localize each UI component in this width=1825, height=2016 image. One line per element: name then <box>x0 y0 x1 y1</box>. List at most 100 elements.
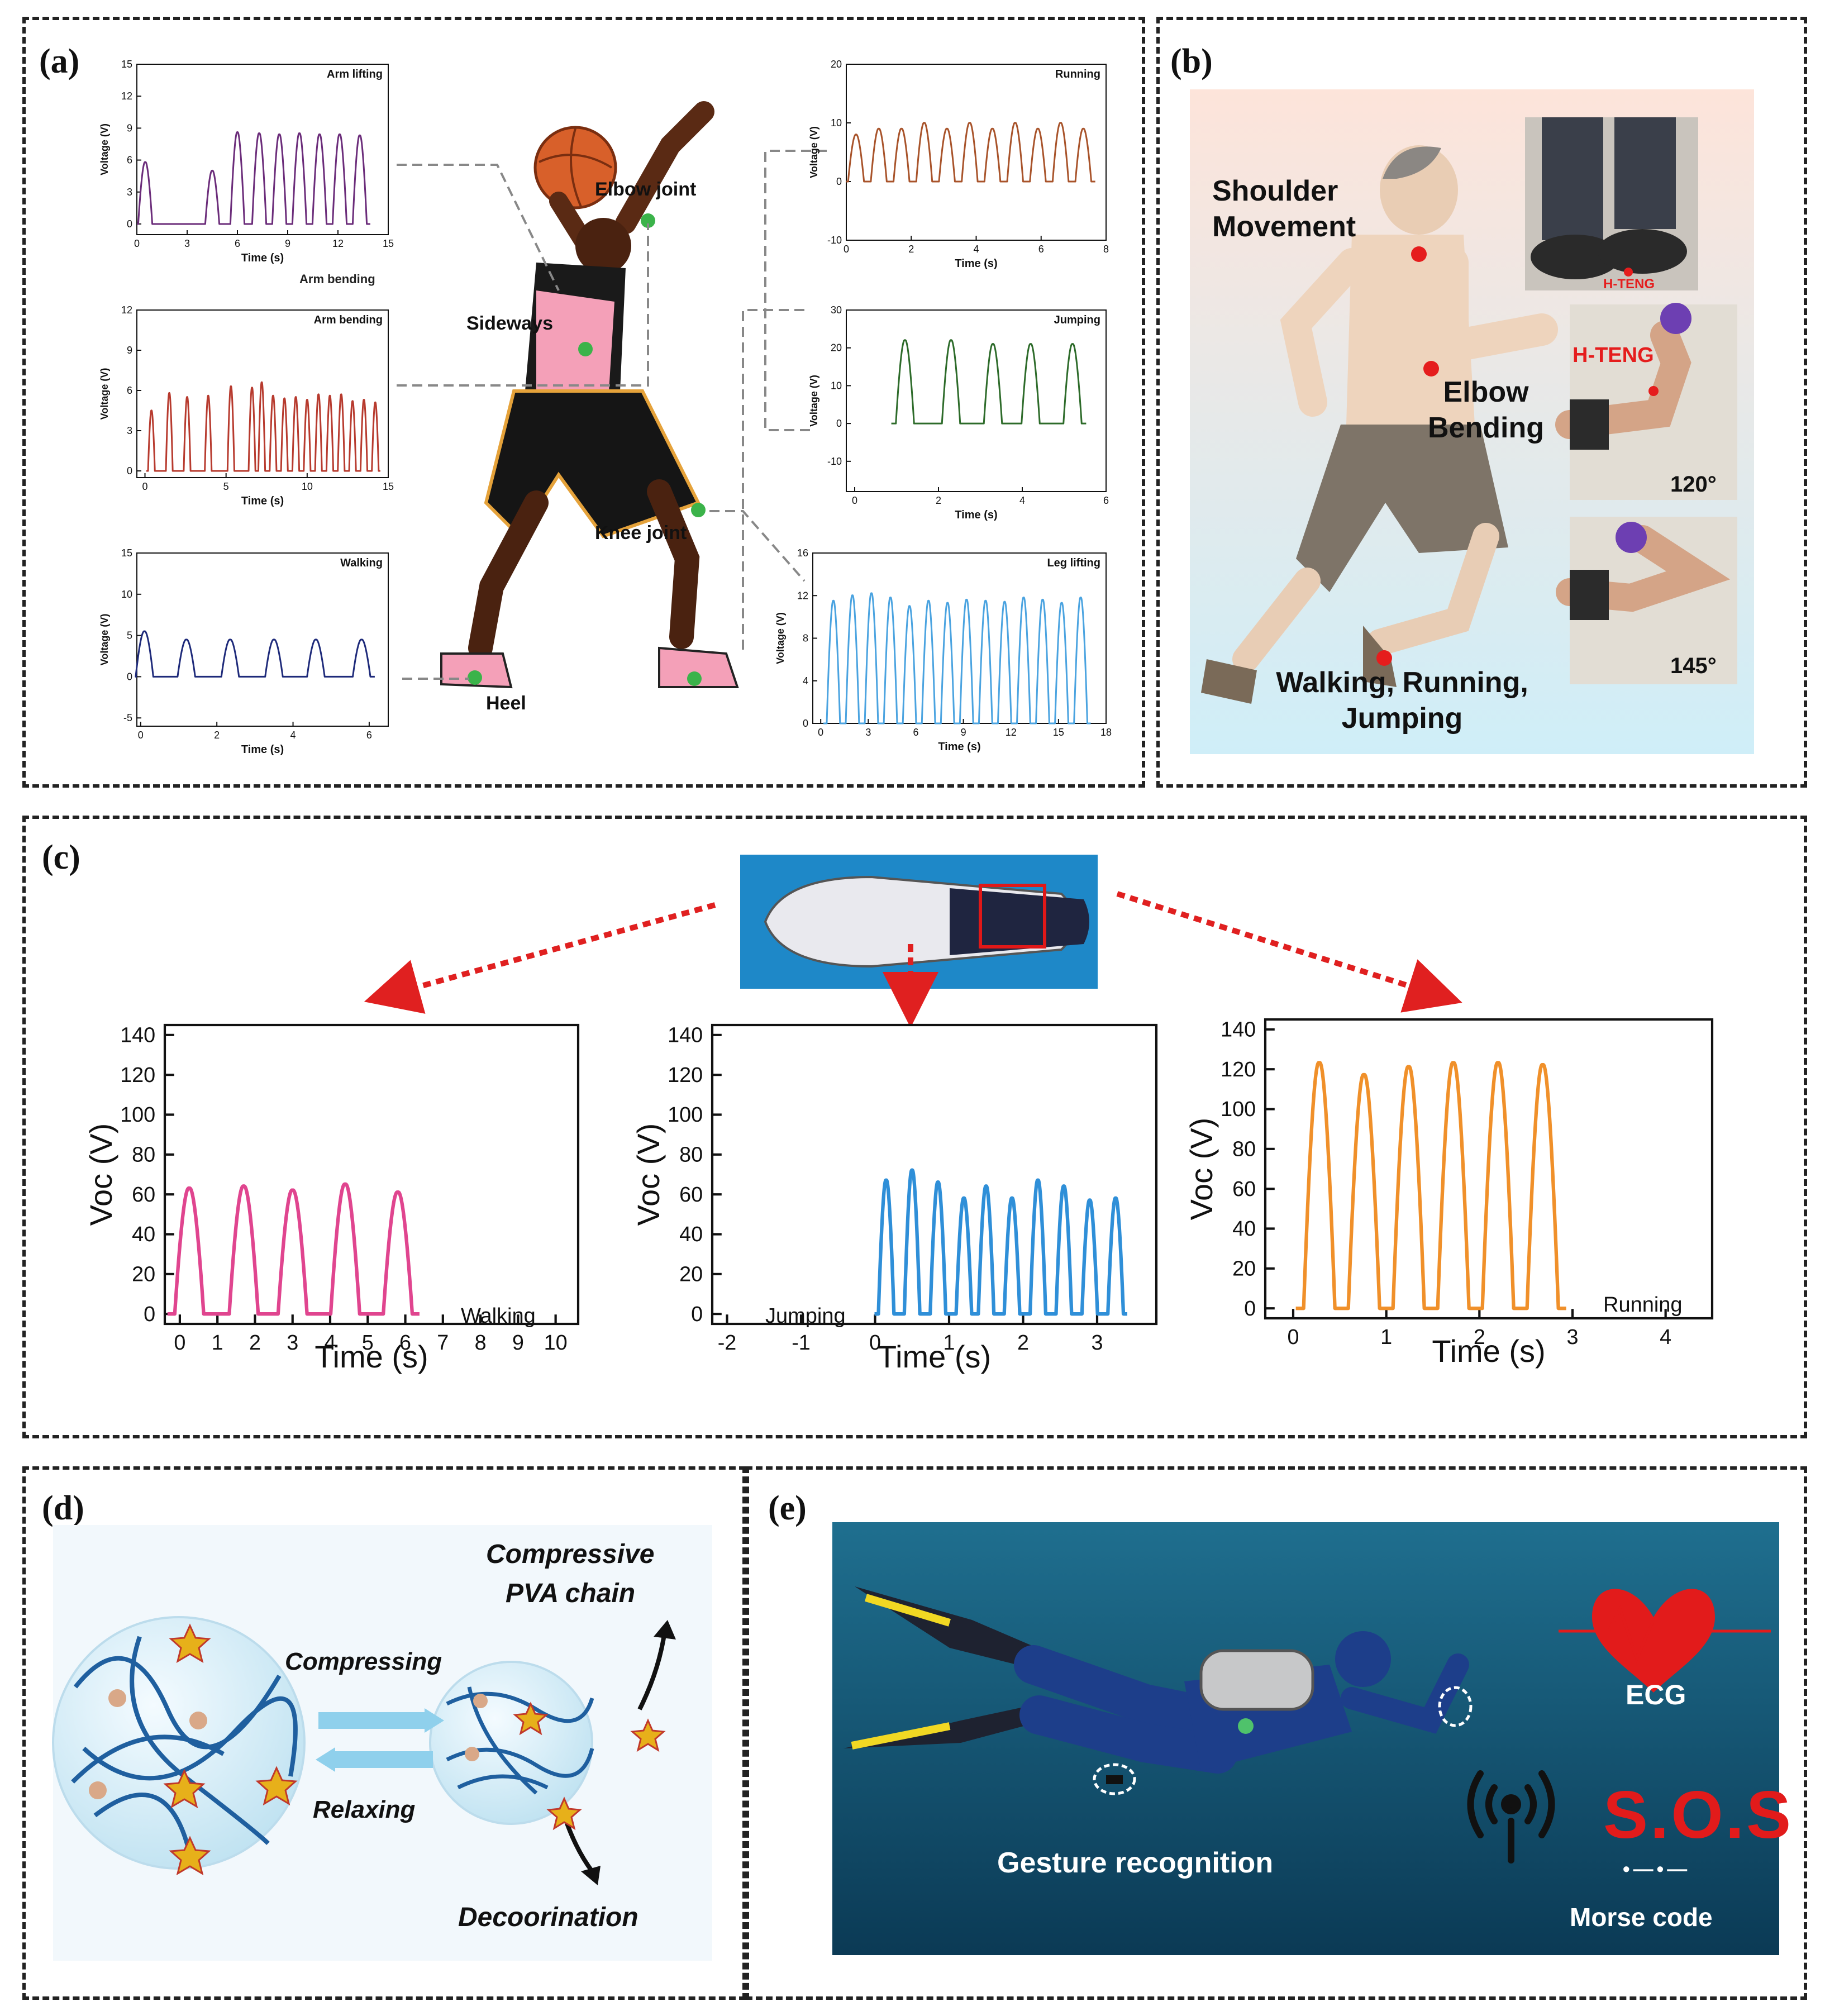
chart-6-xtick-label: 9 <box>512 1331 524 1355</box>
chart-5-ytick-label: 4 <box>803 675 808 687</box>
chart-0-ytick-label: 0 <box>127 218 132 230</box>
chart-2-xtick-label: 2 <box>214 730 220 741</box>
chart-4-ytick-label: 30 <box>831 304 842 316</box>
walking-running-jumping-label: Walking, Running, Jumping <box>1276 666 1528 735</box>
chart-7-xtick-label: 0 <box>869 1331 881 1355</box>
chart-2-xlabel: Time (s) <box>241 744 284 756</box>
chart-3-title: Running <box>1055 68 1100 80</box>
chart-6-xtick-label: 10 <box>544 1331 568 1355</box>
chart-7-xtick-label: 2 <box>1017 1331 1029 1355</box>
chart-0-xtick-label: 3 <box>184 238 190 249</box>
morse-code-label: Morse code <box>1570 1903 1713 1932</box>
chart-1-ytick-label: 0 <box>127 465 132 476</box>
chart-2-ytick-label: 0 <box>127 671 132 682</box>
chart-3-ylabel: Voltage (V) <box>808 126 819 178</box>
chart-6-xtick-label: 7 <box>437 1331 449 1355</box>
chart-0-series-line <box>137 131 370 225</box>
chart-4-xtick-label: 6 <box>1103 495 1109 506</box>
compressing-label: Compressing <box>285 1648 442 1675</box>
chart-4-ytick-label: 0 <box>836 418 842 429</box>
chart-4-xtick-label: 4 <box>1019 495 1025 506</box>
chart-7-ytick-label: 40 <box>679 1223 703 1246</box>
hydrogel-network-diagram <box>52 1525 712 1961</box>
chart-1-ytick-label: 12 <box>121 304 132 316</box>
chart-0-xtick-label: 15 <box>383 238 394 249</box>
chart-2-frame <box>136 552 389 727</box>
panel-b-frame <box>1156 17 1807 788</box>
chart-5-series-line <box>823 592 1091 725</box>
chart-7-xtick-label: -2 <box>718 1331 737 1355</box>
angle-120-label: 120° <box>1670 472 1717 497</box>
chart-4-title: Jumping <box>1054 314 1100 326</box>
elbow-joint-label: Elbow joint <box>595 179 697 200</box>
chart-4-xlabel: Time (s) <box>955 509 997 521</box>
chart-5-xtick-label: 3 <box>865 727 871 738</box>
chart-4-ytick-label: -10 <box>827 456 842 467</box>
chart-7-xtick-label: -1 <box>792 1331 811 1355</box>
chart-6-xtick-label: 1 <box>212 1331 223 1355</box>
chart-8-xtick-label: 0 <box>1287 1326 1299 1349</box>
basketball-player-illustration <box>440 101 739 689</box>
sos-label: S.O.S <box>1603 1777 1794 1852</box>
chart-6-xtick-label: 4 <box>324 1331 336 1355</box>
chart-7-ytick-label: 100 <box>668 1103 703 1127</box>
chart-1-xtick-label: 5 <box>223 481 229 492</box>
panel-b-label: (b) <box>1170 42 1213 80</box>
chart-3-xtick-label: 2 <box>908 244 914 255</box>
chart-6-ytick-label: 120 <box>120 1064 155 1087</box>
chart-5-xlabel: Time (s) <box>938 741 980 753</box>
compressive-label: Compressive <box>486 1540 655 1569</box>
chart-5-title: Leg lifting <box>1047 557 1100 569</box>
chart-6-xtick-label: 8 <box>475 1331 487 1355</box>
chart-0-ytick-label: 15 <box>121 59 132 70</box>
chart-0-xtick-label: 6 <box>235 238 240 249</box>
chart-3-xtick-label: 0 <box>844 244 849 255</box>
chart-4-xtick-label: 0 <box>852 495 857 506</box>
chart-7-ytick-label: 0 <box>691 1303 703 1326</box>
panel-e-label: (e) <box>768 1489 807 1527</box>
chart-7-ytick-label: 80 <box>679 1143 703 1166</box>
chart-7-series-line <box>874 1168 1127 1316</box>
chart-5-frame <box>812 552 1107 724</box>
chart-8-xtick-label: 4 <box>1660 1326 1671 1349</box>
jumping-label: Jumping <box>765 1304 846 1328</box>
chart-6-ytick-label: 60 <box>132 1183 155 1207</box>
chart-3-ytick-label: -10 <box>827 235 842 246</box>
chart-0-ytick-label: 12 <box>121 90 132 102</box>
chart-1-ytick-label: 6 <box>127 385 132 396</box>
runner-illustration <box>1201 145 1558 704</box>
panel-c-arrows <box>364 891 1462 1028</box>
chart-8-ytick-label: 100 <box>1221 1098 1256 1121</box>
chart-8-series-line <box>1295 1061 1566 1310</box>
panel-c-label: (c) <box>42 838 80 876</box>
panel-c-frame <box>22 816 1807 1438</box>
chart-8-xtick-label: 3 <box>1566 1326 1578 1349</box>
chart-0-title: Arm lifting <box>327 68 383 80</box>
chart-1-xlabel: Time (s) <box>241 495 284 507</box>
chart-0-ytick-label: 6 <box>127 155 132 166</box>
angle-145-label: 145° <box>1670 654 1717 678</box>
chart-7-ytick-label: 140 <box>668 1023 703 1047</box>
chart-6-xtick-label: 5 <box>362 1331 374 1355</box>
chart-7-ytick-label: 120 <box>668 1064 703 1087</box>
chart-1-ytick-label: 9 <box>127 345 132 356</box>
chart-5-xtick-label: 12 <box>1006 727 1017 738</box>
shoe-top-photo <box>740 855 1098 989</box>
gesture-recognition-label: Gesture recognition <box>997 1847 1274 1879</box>
chart-8-xlabel: Time (s) <box>1432 1333 1545 1369</box>
chart-5-xtick-label: 15 <box>1053 727 1064 738</box>
decoorination-label: Decoorination <box>458 1903 638 1932</box>
chart-1-ylabel: Voltage (V) <box>99 368 110 420</box>
chart-4-ylabel: Voltage (V) <box>808 375 819 427</box>
chart-2-ytick-label: 5 <box>127 630 132 641</box>
chart-3-ytick-label: 0 <box>836 176 842 187</box>
chart-6-xtick-label: 0 <box>174 1331 185 1355</box>
chart-2-ytick-label: 10 <box>121 589 132 600</box>
chart-1-xtick-label: 0 <box>142 481 148 492</box>
chart-2-ytick-label: -5 <box>123 712 132 723</box>
chart-8-ytick-label: 140 <box>1221 1018 1256 1041</box>
chart-5-ytick-label: 12 <box>797 590 808 601</box>
chart-3-frame <box>846 64 1107 241</box>
hteng-shoe-label: H-TENG <box>1603 277 1655 292</box>
